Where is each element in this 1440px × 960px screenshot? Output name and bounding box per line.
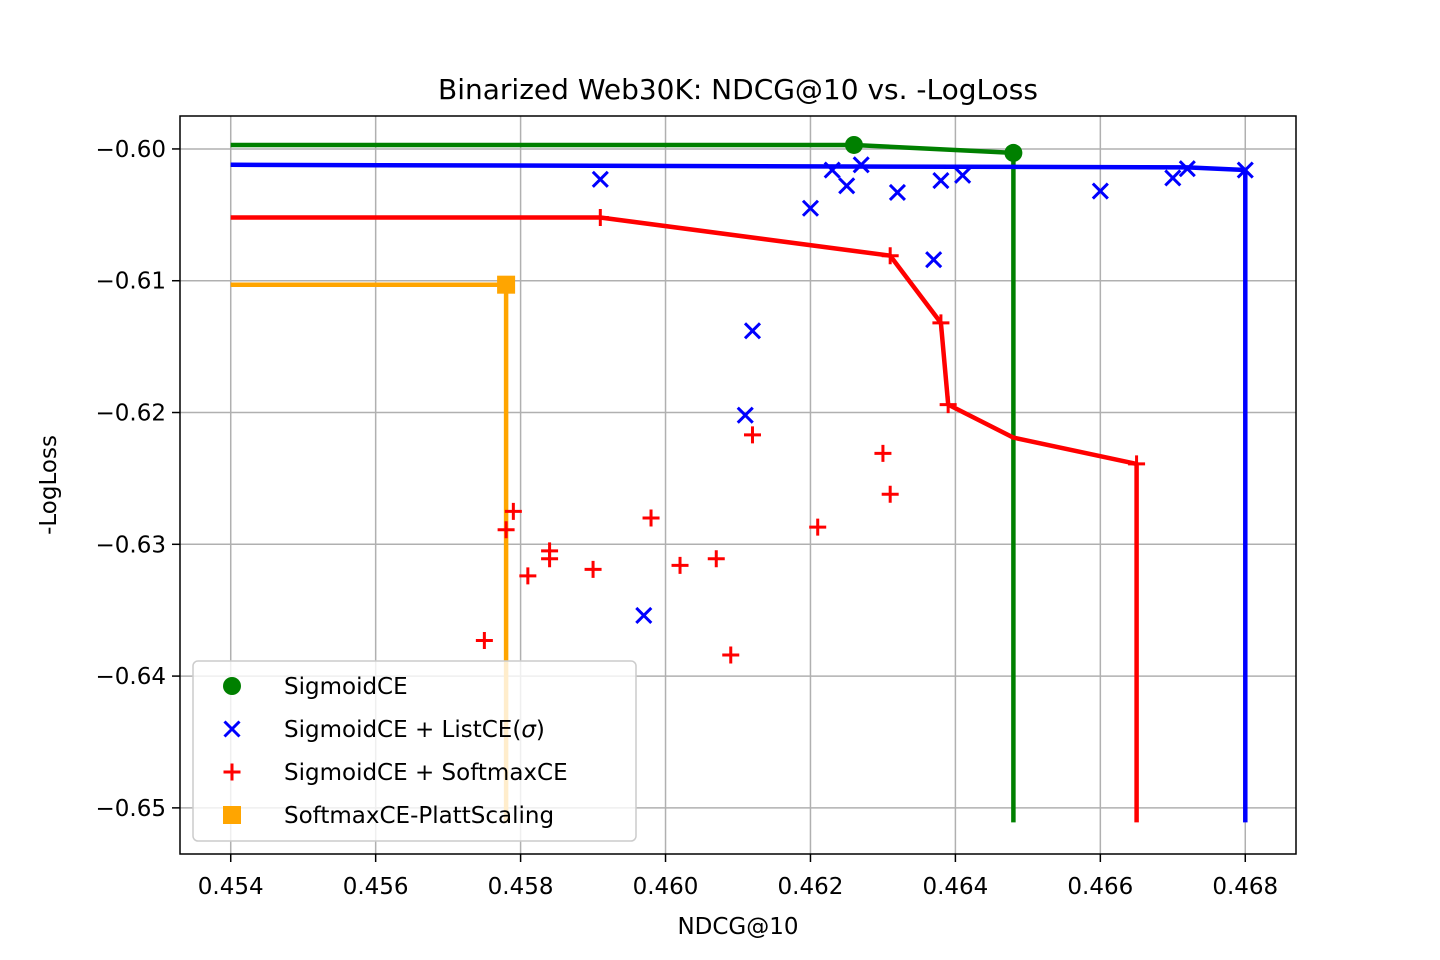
data-point-series-2 (642, 509, 660, 527)
x-axis-label: NDCG@10 (677, 914, 798, 940)
data-point-series-1 (801, 199, 820, 217)
legend-label-suffix: ) (536, 717, 545, 743)
data-point-series-1 (932, 172, 950, 190)
legend-label-2: SigmoidCE + SoftmaxCE (284, 760, 568, 786)
x-tick-label: 0.460 (633, 874, 699, 900)
data-point-series-1 (736, 406, 754, 424)
legend-marker-2 (223, 763, 241, 781)
axis-ticks: 0.454 0.456 0.458 0.460 0.462 0.464 0.466 0.468… (96, 137, 1279, 900)
data-point-series-2 (722, 646, 740, 664)
data-point-series-2 (809, 518, 827, 536)
data-point-series-1 (954, 166, 972, 184)
y-tick-label: −0.61 (96, 269, 166, 295)
y-axis-label: -LogLoss (36, 435, 62, 535)
x-tick-label: 0.458 (488, 874, 554, 900)
data-point-series-2 (881, 485, 899, 503)
legend-box (192, 660, 637, 842)
x-tick-label: 0.462 (778, 874, 844, 900)
data-point-series-2 (1128, 455, 1146, 473)
data-point-series-1 (1236, 161, 1254, 179)
data-point-series-1 (1091, 182, 1109, 200)
x-tick-label: 0.464 (922, 874, 988, 900)
data-point-series-1 (635, 606, 653, 625)
data-point-series-0 (1004, 143, 1023, 162)
data-point-series-2 (504, 502, 522, 520)
data-point-series-1 (743, 322, 762, 340)
legend-label-0: SigmoidCE (284, 674, 408, 700)
legend-label-3: SoftmaxCE-PlattScaling (284, 803, 554, 829)
data-point-series-2 (591, 208, 609, 226)
data-point-series-3 (497, 275, 516, 294)
x-tick-label: 0.454 (198, 874, 264, 900)
legend-marker-0 (223, 677, 241, 695)
data-point-series-0 (844, 135, 863, 154)
frontier-line-series-1 (230, 162, 1248, 823)
data-point-series-2 (497, 521, 515, 539)
data-point-series-2 (743, 426, 761, 444)
data-point-series-2 (541, 550, 559, 568)
data-point-series-2 (707, 550, 725, 568)
data-point-series-1 (852, 156, 870, 174)
frontier-line-series-0 (230, 142, 1016, 823)
data-point-series-1 (838, 177, 856, 195)
legend-label-prefix: SigmoidCE + ListCE( (284, 717, 521, 743)
data-point-series-2 (874, 444, 892, 462)
x-tick-label: 0.466 (1067, 874, 1133, 900)
data-point-series-1 (591, 170, 609, 188)
y-tick-label: −0.64 (96, 664, 166, 690)
data-point-series-1 (823, 161, 841, 179)
plot-frame (179, 115, 1297, 855)
data-point-series-2 (939, 396, 957, 414)
x-tick-label: 0.456 (343, 874, 409, 900)
data-point-series-2 (519, 567, 537, 585)
data-point-series-1 (925, 251, 943, 269)
y-tick-label: −0.62 (96, 401, 166, 427)
legend-label-symbol: σ (521, 717, 537, 743)
data-point-series-1 (1164, 169, 1182, 187)
data-point-series-1 (1178, 160, 1196, 178)
chart-title: Binarized Web30K: NDCG@10 vs. -LogLoss (438, 73, 1038, 106)
data-points (475, 135, 1254, 664)
legend-marker-3 (223, 806, 241, 824)
y-tick-label: −0.65 (96, 796, 166, 822)
data-point-series-2 (475, 632, 493, 650)
legend-label-1: SigmoidCE + ListCE(σ) (284, 717, 545, 743)
legend-marker-1 (223, 720, 241, 738)
frontier-line-series-2 (230, 215, 1139, 823)
data-point-series-1 (888, 183, 906, 201)
data-point-series-2 (881, 247, 899, 265)
data-point-series-2 (932, 314, 950, 332)
y-tick-label: −0.63 (96, 532, 166, 558)
x-tick-label: 0.468 (1212, 874, 1278, 900)
y-tick-label: −0.60 (96, 137, 166, 163)
data-point-series-2 (584, 560, 602, 578)
data-point-series-2 (671, 556, 689, 574)
